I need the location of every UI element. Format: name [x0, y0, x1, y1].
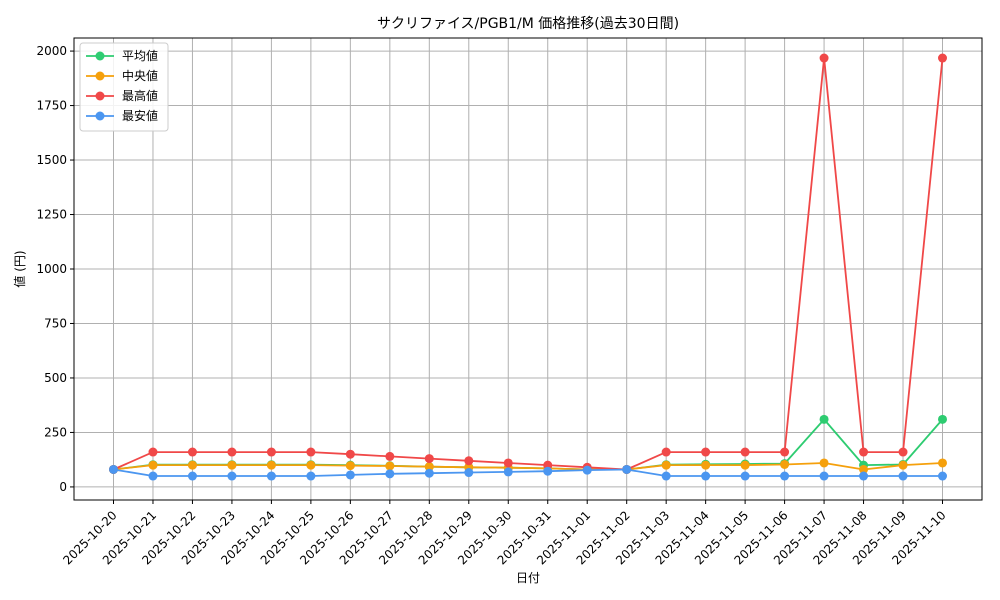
- data-point: [938, 414, 947, 424]
- data-point: [148, 460, 158, 470]
- legend-label: 最安値: [122, 108, 158, 123]
- y-tick-label: 1500: [36, 153, 67, 167]
- data-point: [780, 459, 790, 469]
- series-line: [113, 468, 943, 477]
- y-tick-label: 2000: [36, 44, 67, 58]
- data-point: [819, 471, 829, 481]
- data-point: [701, 460, 711, 470]
- data-point: [819, 414, 829, 424]
- legend-marker: [95, 91, 105, 101]
- data-point: [780, 447, 790, 457]
- data-point: [424, 462, 434, 472]
- legend-box: [79, 42, 169, 132]
- y-tick-label: 500: [44, 371, 67, 385]
- legend-label: 中央値: [122, 68, 158, 83]
- data-point: [306, 471, 316, 481]
- data-point: [661, 460, 671, 470]
- data-point: [424, 454, 434, 464]
- data-point: [148, 447, 158, 457]
- y-tick-label: 750: [44, 316, 67, 330]
- data-point: [266, 460, 276, 470]
- legend-item: 中央値: [86, 68, 158, 83]
- data-point: [503, 458, 513, 468]
- data-point: [345, 449, 355, 459]
- legend-item: 最安値: [86, 108, 158, 123]
- data-point: [464, 468, 474, 478]
- data-point: [898, 460, 908, 470]
- y-tick-label: 1000: [36, 262, 67, 276]
- data-point: [740, 460, 750, 470]
- data-point: [227, 460, 237, 470]
- data-point: [464, 456, 474, 466]
- series-layer: [109, 53, 947, 481]
- legend-marker: [95, 71, 105, 81]
- data-point: [266, 471, 276, 481]
- data-point: [701, 471, 711, 481]
- data-point: [938, 53, 947, 63]
- data-point: [819, 458, 829, 468]
- data-point: [345, 461, 355, 471]
- series-line: [113, 57, 944, 471]
- data-point: [898, 447, 908, 457]
- data-point: [661, 471, 671, 481]
- data-point: [306, 447, 316, 457]
- y-tick-label: 1250: [36, 208, 67, 222]
- data-point: [187, 471, 197, 481]
- data-point: [503, 467, 513, 477]
- grid-lines: [74, 38, 982, 500]
- y-axis: 0 250 500 750 1000 1250 1500 1750 2000: [36, 44, 74, 494]
- data-point: [780, 471, 790, 481]
- data-point: [543, 466, 553, 476]
- data-point: [661, 447, 671, 457]
- data-point: [859, 471, 869, 481]
- data-point: [938, 458, 947, 468]
- data-point: [187, 447, 197, 457]
- data-point: [187, 460, 197, 470]
- data-point: [740, 447, 750, 457]
- y-tick-label: 250: [44, 425, 67, 439]
- legend-item: 平均値: [86, 48, 158, 63]
- data-point: [859, 464, 869, 474]
- data-point: [938, 471, 947, 481]
- y-tick-label: 0: [59, 480, 67, 494]
- legend-label: 最高値: [122, 88, 158, 103]
- data-point: [819, 53, 829, 63]
- series-line: [113, 462, 943, 471]
- data-point: [266, 447, 276, 457]
- data-point: [109, 464, 118, 474]
- legend-marker: [95, 111, 105, 121]
- data-point: [227, 471, 237, 481]
- data-point: [701, 447, 711, 457]
- series-2: [109, 53, 947, 474]
- legend-item: 最高値: [86, 88, 158, 103]
- legend-marker: [95, 51, 105, 61]
- data-point: [424, 468, 434, 478]
- data-point: [582, 465, 592, 475]
- data-point: [859, 447, 869, 457]
- data-point: [385, 469, 395, 479]
- data-point: [345, 470, 355, 480]
- data-point: [622, 464, 632, 474]
- data-point: [385, 461, 395, 471]
- data-point: [306, 460, 316, 470]
- x-axis-label: 日付: [516, 571, 540, 585]
- chart-title: サクリファイス/PGB1/M 価格推移(過去30日間): [377, 16, 679, 32]
- data-point: [227, 447, 237, 457]
- y-axis-label: 値 (円): [12, 250, 27, 287]
- y-tick-label: 1750: [36, 99, 67, 113]
- series-3: [109, 464, 947, 481]
- data-point: [898, 471, 908, 481]
- data-point: [740, 471, 750, 481]
- data-point: [385, 451, 395, 461]
- legend-label: 平均値: [122, 48, 158, 63]
- data-point: [148, 471, 158, 481]
